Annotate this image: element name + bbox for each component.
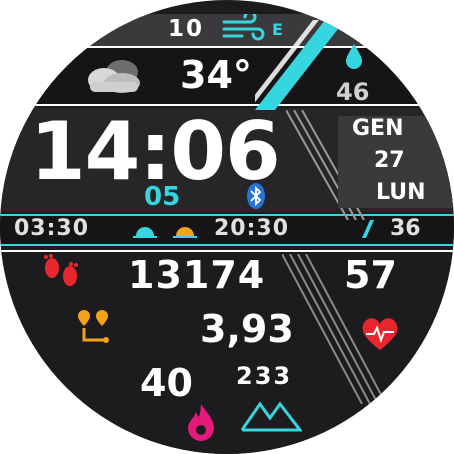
wind-icon [222, 14, 265, 41]
steps-count: 13174 [128, 253, 266, 297]
battery-level: 36 [390, 216, 421, 241]
humidity: 46 [336, 78, 370, 106]
wind-speed: 10 [168, 16, 205, 42]
flame-icon [188, 404, 214, 441]
cloudy-icon [88, 60, 140, 93]
wind-band [0, 14, 454, 48]
calories: 40 [140, 361, 193, 405]
water-drop-icon [346, 44, 362, 69]
sunrise-icon [133, 227, 157, 238]
sunset-time: 20:30 [214, 216, 290, 241]
sunrise-time: 03:30 [14, 216, 90, 241]
mountains-icon [240, 401, 302, 432]
clock-time: 14:06 [30, 105, 281, 198]
temperature: 34° [180, 53, 252, 97]
weather-band [0, 48, 454, 106]
activity-band [0, 250, 454, 454]
wind-direction: E [272, 20, 283, 39]
heart-pulse-icon [362, 318, 398, 350]
cyan-slash-decoration [255, 20, 345, 110]
footprints-icon [44, 254, 78, 286]
heart-rate: 57 [344, 253, 397, 297]
stripe-decoration-bottom [282, 254, 382, 404]
distance: 3,93 [200, 307, 294, 351]
sunset-icon [173, 227, 197, 238]
floors: 233 [236, 362, 293, 390]
sun-band [0, 214, 454, 246]
battery-icon [362, 220, 374, 238]
date-weekday: LUN [376, 180, 426, 205]
bluetooth-icon [247, 183, 265, 209]
clock-seconds: 05 [144, 182, 181, 212]
date-day: 27 [374, 148, 405, 173]
route-icon [78, 310, 109, 343]
date-month: GEN [352, 116, 404, 141]
date-panel [338, 116, 454, 208]
